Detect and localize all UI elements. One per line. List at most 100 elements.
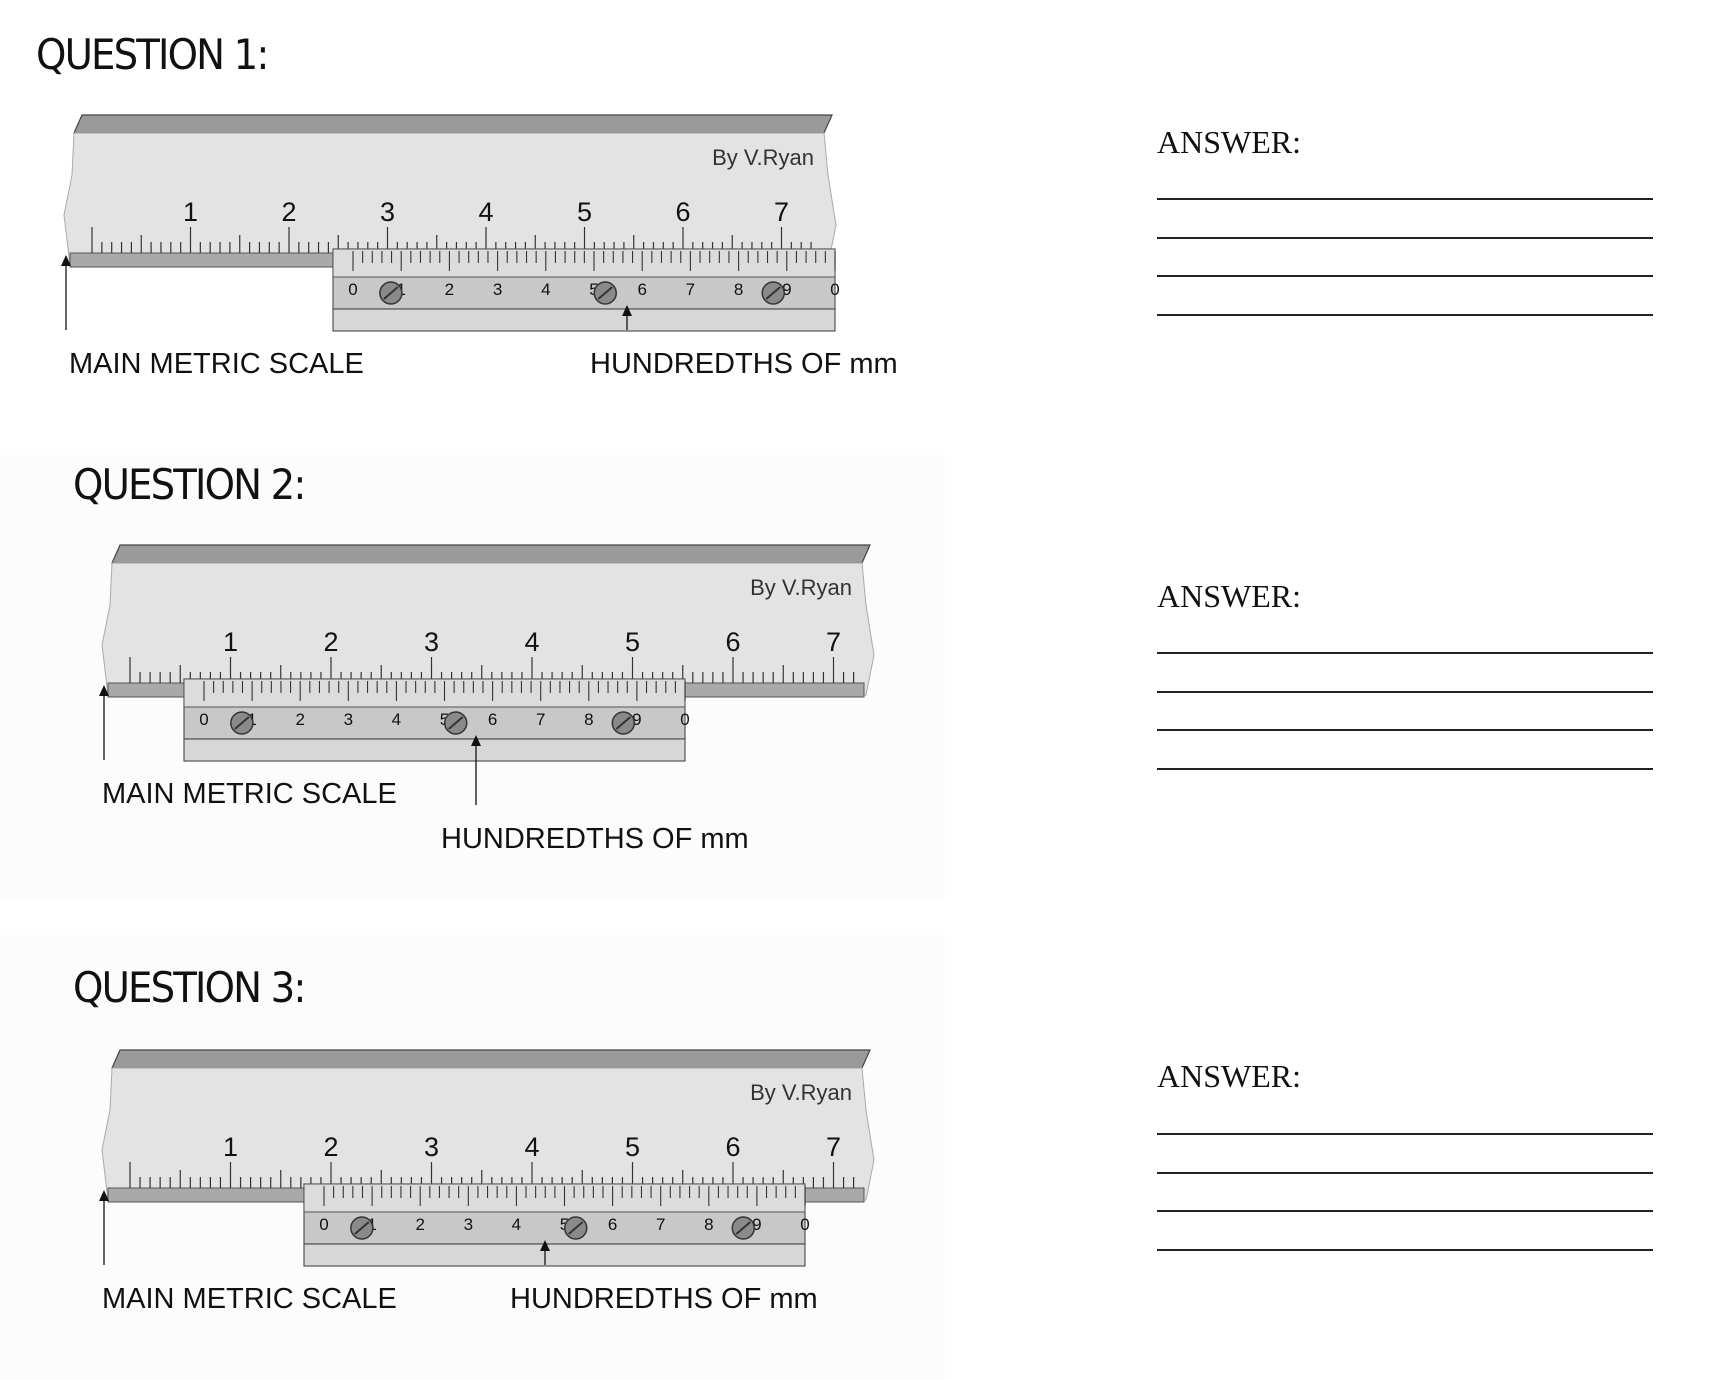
vernier-number: 4 — [512, 1215, 521, 1234]
vernier-number: 6 — [608, 1215, 617, 1234]
main-scale-number: 1 — [183, 197, 198, 227]
answer-label-2: ANSWER: — [1157, 578, 1301, 614]
vernier-number: 0 — [319, 1215, 328, 1234]
main-scale-number: 5 — [577, 197, 592, 227]
main-scale-number: 5 — [625, 627, 640, 657]
caliper-top-edge — [111, 1049, 871, 1069]
main-scale-label: MAIN METRIC SCALE — [102, 1283, 397, 1315]
vernier-number: 6 — [637, 280, 646, 299]
vernier-number: 7 — [686, 280, 695, 299]
main-scale-number: 4 — [524, 1132, 539, 1162]
vernier-number: 0 — [199, 710, 208, 729]
main-scale-number: 2 — [323, 1132, 338, 1162]
vernier-number: 0 — [830, 280, 839, 299]
vernier-number: 7 — [536, 710, 545, 729]
main-scale-number: 1 — [223, 627, 238, 657]
answer-label-1: ANSWER: — [1157, 124, 1301, 160]
screw-slot — [448, 716, 464, 730]
answer-line[interactable] — [1157, 1172, 1653, 1174]
vernier-caliper-3: By V.Ryan123456701234567890MAIN METRIC S… — [99, 1049, 875, 1315]
vernier-number: 5 — [589, 280, 598, 299]
answer-line[interactable] — [1157, 275, 1653, 277]
vernier-base — [332, 308, 836, 332]
vernier-number: 8 — [704, 1215, 713, 1234]
vernier-number: 3 — [464, 1215, 473, 1234]
vernier-arrow-icon — [471, 735, 481, 746]
main-scale-number: 4 — [478, 197, 493, 227]
answer-line[interactable] — [1157, 237, 1653, 239]
main-scale-number: 2 — [323, 627, 338, 657]
vernier-number: 7 — [656, 1215, 665, 1234]
main-scale-label: MAIN METRIC SCALE — [102, 778, 397, 810]
question-2-title: QUESTION 2: — [73, 460, 306, 509]
main-scale-arrow-icon — [99, 1190, 109, 1201]
screw-slot — [765, 286, 781, 300]
caliper-top-edge — [111, 544, 871, 564]
main-scale-number: 3 — [424, 1132, 439, 1162]
vernier-number: 5 — [440, 710, 449, 729]
main-scale-number: 5 — [625, 1132, 640, 1162]
vernier-number: 9 — [632, 710, 641, 729]
vernier-number: 8 — [584, 710, 593, 729]
answer-line[interactable] — [1157, 1249, 1653, 1251]
vernier-arrow-icon — [540, 1240, 550, 1251]
caliper-beam — [101, 562, 875, 696]
vernier-number: 9 — [782, 280, 791, 299]
answer-line[interactable] — [1157, 652, 1653, 654]
vernier-number: 0 — [800, 1215, 809, 1234]
answer-line[interactable] — [1157, 314, 1653, 316]
vernier-base — [303, 1243, 806, 1267]
vernier-number: 0 — [348, 280, 357, 299]
vernier-number: 2 — [415, 1215, 424, 1234]
vernier-arrow-icon — [622, 305, 632, 316]
main-scale-label: MAIN METRIC SCALE — [69, 348, 364, 380]
vernier-number: 3 — [493, 280, 502, 299]
vernier-base — [183, 738, 686, 762]
screw-slot — [568, 1221, 584, 1235]
main-scale-number: 7 — [826, 627, 841, 657]
answer-line[interactable] — [1157, 1133, 1653, 1135]
caliper-beam — [101, 1067, 875, 1201]
main-scale-number: 3 — [380, 197, 395, 227]
screw-slot — [354, 1221, 370, 1235]
screw-slot — [615, 716, 631, 730]
screw-slot — [735, 1221, 751, 1235]
answer-label-3: ANSWER: — [1157, 1058, 1301, 1094]
answer-line[interactable] — [1157, 1210, 1653, 1212]
main-scale-number: 2 — [281, 197, 296, 227]
vernier-number: 8 — [734, 280, 743, 299]
main-scale-number: 6 — [725, 627, 740, 657]
main-scale-number: 1 — [223, 1132, 238, 1162]
vernier-number: 6 — [488, 710, 497, 729]
vernier-number: 2 — [445, 280, 454, 299]
credit-text: By V.Ryan — [750, 575, 852, 600]
vernier-label: HUNDREDTHS OF mm — [441, 823, 749, 855]
question-3-title: QUESTION 3: — [73, 963, 306, 1012]
question-1-title: QUESTION 1: — [36, 30, 269, 79]
answer-line[interactable] — [1157, 729, 1653, 731]
credit-text: By V.Ryan — [712, 145, 814, 170]
vernier-number: 5 — [560, 1215, 569, 1234]
vernier-number: 4 — [392, 710, 401, 729]
answer-line[interactable] — [1157, 691, 1653, 693]
vernier-label: HUNDREDTHS OF mm — [590, 348, 898, 380]
vernier-number: 4 — [541, 280, 550, 299]
answer-line[interactable] — [1157, 768, 1653, 770]
vernier-number: 0 — [680, 710, 689, 729]
vernier-number: 9 — [752, 1215, 761, 1234]
vernier-number: 3 — [344, 710, 353, 729]
main-scale-number: 6 — [725, 1132, 740, 1162]
main-scale-number: 7 — [826, 1132, 841, 1162]
vernier-caliper-1: By V.Ryan123456701234567890MAIN METRIC S… — [61, 114, 898, 380]
vernier-caliper-2: By V.Ryan123456701234567890MAIN METRIC S… — [99, 544, 875, 855]
main-scale-arrow-icon — [61, 255, 71, 266]
vernier-number: 2 — [295, 710, 304, 729]
main-scale-number: 3 — [424, 627, 439, 657]
main-scale-arrow-icon — [99, 685, 109, 696]
credit-text: By V.Ryan — [750, 1080, 852, 1105]
main-scale-number: 7 — [774, 197, 789, 227]
screw-slot — [597, 286, 613, 300]
main-scale-number: 4 — [524, 627, 539, 657]
answer-line[interactable] — [1157, 198, 1653, 200]
vernier-label: HUNDREDTHS OF mm — [510, 1283, 818, 1315]
